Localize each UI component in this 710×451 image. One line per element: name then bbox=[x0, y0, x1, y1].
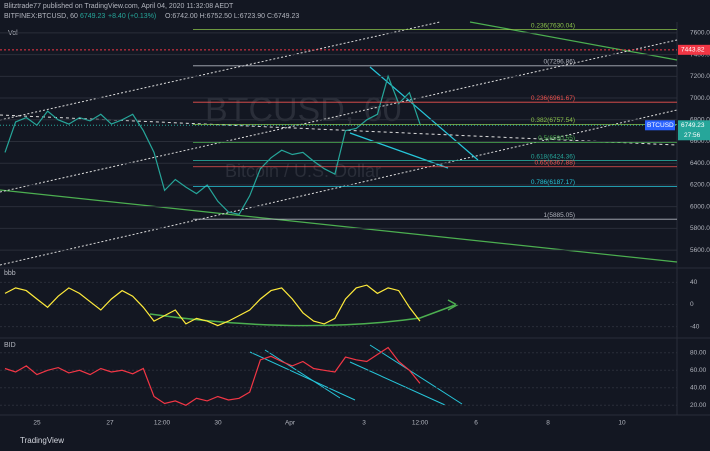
x-tick-label: 30 bbox=[214, 420, 222, 427]
x-tick-label: 12:00 bbox=[412, 420, 429, 427]
fib-label: 0.65(6367.88) bbox=[535, 159, 575, 166]
bid-line bbox=[349, 361, 446, 406]
bid-line bbox=[369, 344, 463, 405]
channel-line bbox=[0, 114, 678, 146]
x-tick-label: 12:00 bbox=[154, 420, 171, 427]
last-price: 6749.23 bbox=[80, 13, 105, 20]
watermark-sub: Bitcoin / U.S. Dollar bbox=[225, 161, 381, 181]
y-tick-label: 7600.00 bbox=[690, 30, 710, 37]
x-tick-label: 6 bbox=[474, 420, 478, 427]
y-tick-label: 7200.00 bbox=[690, 73, 710, 80]
x-tick-label: 8 bbox=[546, 420, 550, 427]
y-tick-label: 40 bbox=[690, 279, 698, 286]
y-tick-label: 20.00 bbox=[690, 402, 707, 409]
y-tick-label: 6600.00 bbox=[690, 138, 710, 145]
series-line bbox=[4, 284, 421, 327]
bid-line bbox=[264, 349, 341, 399]
y-tick-label: 6000.00 bbox=[690, 203, 710, 210]
fib-label: 0.382(6757.54) bbox=[531, 117, 575, 124]
x-tick-label: 3 bbox=[362, 420, 366, 427]
y-tick-label: 80.00 bbox=[690, 349, 707, 356]
y-tick-label: 6400.00 bbox=[690, 160, 710, 167]
fib-label: 0.236(6961.67) bbox=[531, 95, 575, 102]
fib-label: 0.618(6424.36) bbox=[531, 153, 575, 160]
curve-arrow bbox=[149, 304, 456, 327]
y-tick-label: 40.00 bbox=[690, 384, 707, 391]
wedge-line bbox=[349, 132, 449, 169]
countdown: 27:56 bbox=[684, 132, 701, 139]
fib-label: 0.5(6590.55) bbox=[538, 135, 575, 142]
change: +8.40 (+0.13%) bbox=[108, 13, 156, 20]
symbol: BITFINEX:BTCUSD, 60 bbox=[4, 13, 78, 20]
wedge-line bbox=[369, 66, 479, 161]
symbol-label: BTCUSD bbox=[647, 122, 674, 129]
y-tick-label: 6200.00 bbox=[690, 182, 710, 189]
bid-label: BID bbox=[4, 342, 16, 349]
bid-line bbox=[249, 351, 356, 401]
oscillator-label: bbb bbox=[4, 270, 16, 277]
fib-label: 0.236(7630.04) bbox=[531, 22, 575, 29]
fib-label: 0.786(6187.17) bbox=[531, 179, 575, 186]
author-line: Blitztrade77 published on TradingView.co… bbox=[4, 3, 234, 10]
trend-line bbox=[469, 21, 678, 61]
high-marker bbox=[678, 44, 710, 55]
footer: TradingView bbox=[20, 436, 64, 445]
channel-line bbox=[0, 21, 441, 121]
y-tick-label: 60.00 bbox=[690, 367, 707, 374]
y-tick-label: 5600.00 bbox=[690, 247, 710, 254]
series-line bbox=[4, 346, 421, 406]
last-label: 6749.23 bbox=[681, 122, 705, 129]
fib-label: 1(5885.05) bbox=[544, 212, 575, 219]
y-tick-label: 5800.00 bbox=[690, 225, 710, 232]
y-tick-label: 0 bbox=[690, 301, 694, 308]
series-line bbox=[4, 74, 421, 215]
fib-label: 0(7296.86) bbox=[544, 59, 575, 66]
x-tick-label: 25 bbox=[33, 420, 41, 427]
y-tick-label: 7000.00 bbox=[690, 95, 710, 102]
x-tick-label: 10 bbox=[618, 420, 626, 427]
ohlc: O:6742.00 H:6752.50 L:6723.90 C:6749.23 bbox=[165, 13, 299, 20]
y-tick-label: -40 bbox=[690, 323, 700, 330]
x-tick-label: 27 bbox=[106, 420, 114, 427]
x-tick-label: Apr bbox=[285, 420, 296, 427]
high-marker-label: 7443.82 bbox=[681, 47, 705, 54]
symbol-box bbox=[645, 120, 675, 131]
last-box bbox=[678, 120, 710, 141]
y-tick-label: 6800.00 bbox=[690, 116, 710, 123]
watermark: BTCUSD, 60 bbox=[205, 91, 402, 129]
